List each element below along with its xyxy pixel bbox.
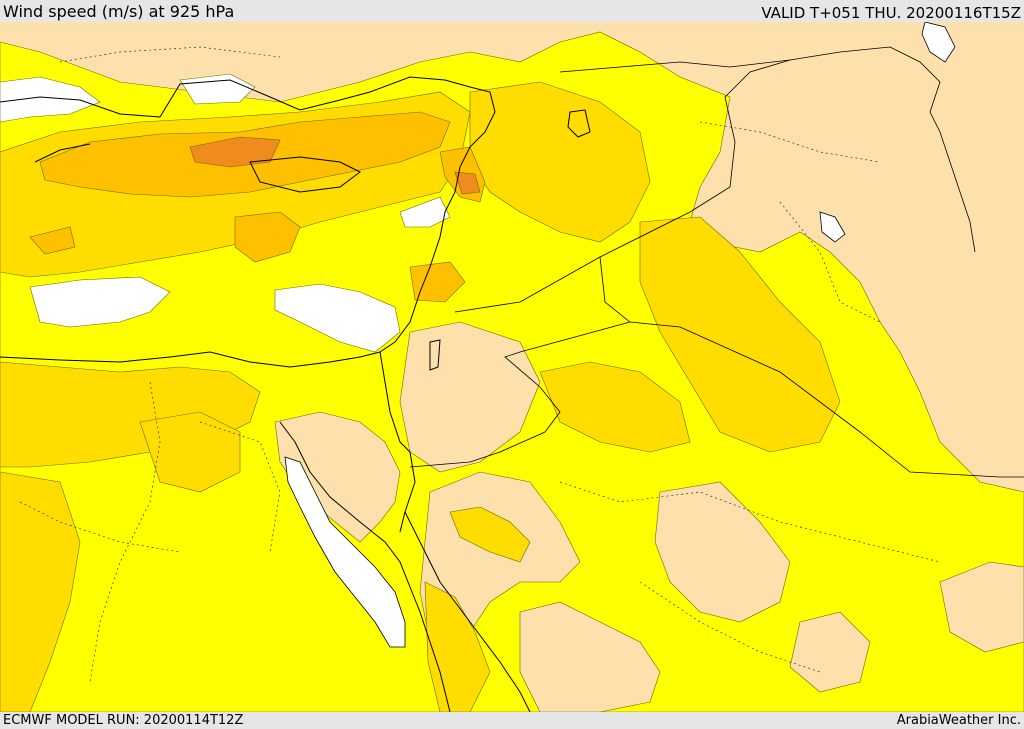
strong-wind-levant [454,171,481,195]
calm-water-egypt-coast [274,283,401,353]
valid-time-label: VALID T+051 THU. 20200116T15Z [761,4,1021,22]
land-calm-arabia-south [519,601,661,712]
province-borders [19,46,941,683]
model-run-label: ECMWF MODEL RUN: 20200114T12Z [3,713,244,728]
header-bar: Wind speed (m/s) at 925 hPa VALID T+051 … [0,0,1024,22]
moderate-wind-egypt-west [0,471,81,712]
moderate-wind-iraq [639,216,841,453]
moderate-wind-gulf [449,506,531,563]
fresh-wind-patch-2 [29,226,76,255]
country-borders [409,46,1024,478]
fresh-wind-palestine [409,261,466,303]
calm-water-redsea [284,456,406,648]
map-title: Wind speed (m/s) at 925 hPa [3,2,235,21]
wind-speed-map [0,22,1024,712]
moderate-wind-egypt-mid [139,411,241,493]
moderate-wind-levant [469,81,651,243]
fresh-wind-patch-1 [234,211,301,263]
calm-water-gulf-lake [819,211,846,243]
footer-bar: ECMWF MODEL RUN: 20200114T12Z ArabiaWeat… [0,712,1024,729]
moderate-wind-redsea [424,581,491,712]
land-calm-patch [789,611,871,693]
strong-wind-core [189,136,281,168]
moderate-wind-jordan [539,361,691,453]
coastlines [0,76,591,712]
calm-water-med [29,276,171,328]
calm-water-levant [399,196,451,228]
calm-water-caspian-lake [921,22,956,63]
calm-water-turkey [179,73,256,105]
land-calm-desert-east [654,481,791,623]
calm-water-aegean [0,76,101,123]
credit-label: ArabiaWeather Inc. [896,713,1021,728]
land-calm-jordan [399,321,541,473]
land-calm-southeast [939,561,1024,653]
